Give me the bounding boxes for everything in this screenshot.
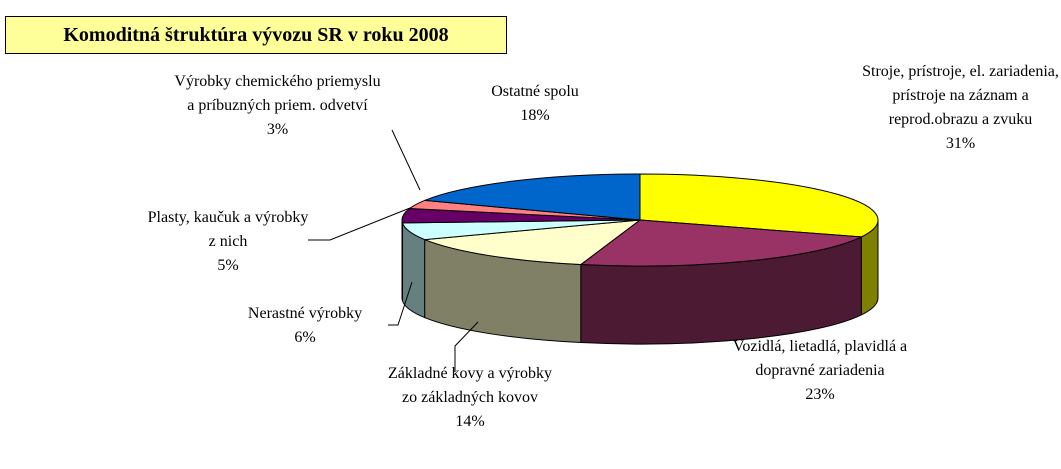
label-value: 6% bbox=[294, 329, 316, 346]
label-name: Plasty, kaučuk a výrobky z nich bbox=[147, 209, 309, 250]
label-value: 31% bbox=[945, 135, 976, 152]
slice-label: Ostatné spolu 18% bbox=[460, 80, 610, 128]
label-name: Nerastné výrobky bbox=[247, 305, 363, 322]
slice-label: Plasty, kaučuk a výrobky z nich 5% bbox=[143, 206, 313, 278]
leader-line bbox=[308, 207, 411, 241]
slice-label: Vozidlá, lietadlá, plavidlá a dopravné z… bbox=[730, 335, 910, 407]
slice bbox=[424, 173, 641, 221]
slice bbox=[579, 219, 864, 267]
label-value: 23% bbox=[805, 386, 835, 403]
slice-label: Výrobky chemického priemyslu a príbuznýc… bbox=[170, 70, 385, 142]
leader-line bbox=[391, 129, 421, 191]
chart-title: Komoditná štruktúra vývozu SR v roku 200… bbox=[5, 16, 507, 54]
label-name: Vozidlá, lietadlá, plavidlá a dopravné z… bbox=[732, 338, 908, 379]
label-value: 3% bbox=[266, 121, 289, 138]
label-name: Výrobky chemického priemyslu a príbuznýc… bbox=[174, 73, 381, 114]
label-name: Základné kovy a výrobky zo základných ko… bbox=[388, 365, 552, 406]
leader-line bbox=[454, 321, 479, 372]
label-name: Ostatné spolu bbox=[491, 83, 579, 100]
label-name: Stroje, prístroje, el. zariadenia, príst… bbox=[862, 63, 1059, 128]
slice bbox=[424, 219, 642, 266]
slice bbox=[639, 173, 879, 238]
leader-line bbox=[388, 281, 413, 326]
label-value: 14% bbox=[455, 413, 485, 430]
slice-label: Základné kovy a výrobky zo základných ko… bbox=[380, 362, 560, 434]
label-value: 5% bbox=[217, 257, 239, 274]
slice-label: Nerastné výrobky 6% bbox=[205, 302, 405, 350]
label-value: 18% bbox=[520, 107, 550, 124]
slice-label: Stroje, prístroje, el. zariadenia, príst… bbox=[858, 60, 1061, 156]
pie bbox=[401, 173, 879, 345]
leaders bbox=[308, 129, 479, 372]
